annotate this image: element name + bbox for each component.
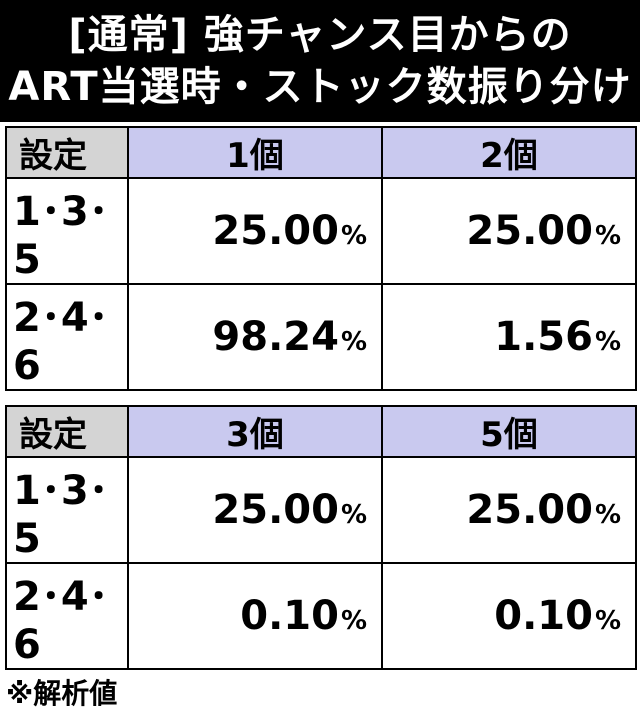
- title-line-1: [通常] 強チャンス目からの: [68, 12, 572, 58]
- footnote: ※解析値: [6, 677, 118, 710]
- header-setting: 設定: [5, 405, 129, 458]
- percent-sign: %: [594, 221, 621, 251]
- rate-cell: 25.00%: [127, 456, 383, 564]
- table-header-row: 設定 3個 5個: [5, 405, 637, 458]
- percent-sign: %: [340, 327, 367, 357]
- percent-sign: %: [594, 500, 621, 530]
- rate-value: 98.24: [212, 314, 339, 360]
- title-line-2: ART当選時・ストック数振り分け: [8, 64, 632, 110]
- rate-value: 0.10: [494, 593, 593, 639]
- percent-sign: %: [340, 606, 367, 636]
- stock-table-1: 設定 1個 2個 1･3･5 25.00% 25.00% 2･4･6 98.24…: [5, 126, 637, 391]
- page-title: [通常] 強チャンス目からの ART当選時・ストック数振り分け: [0, 0, 640, 122]
- rate-cell: 0.10%: [127, 562, 383, 670]
- percent-sign: %: [340, 500, 367, 530]
- rate-cell: 1.56%: [381, 283, 637, 391]
- rate-value: 1.56: [494, 314, 593, 360]
- setting-label: 2･4･6: [5, 562, 129, 670]
- rate-value: 25.00: [466, 208, 593, 254]
- percent-sign: %: [340, 221, 367, 251]
- table-row: 2･4･6 0.10% 0.10%: [5, 562, 637, 670]
- rate-cell: 0.10%: [381, 562, 637, 670]
- rate-value: 25.00: [466, 487, 593, 533]
- header-count: 1個: [127, 126, 383, 179]
- stock-table-2: 設定 3個 5個 1･3･5 25.00% 25.00% 2･4･6 0.10%…: [5, 405, 637, 670]
- header-count: 3個: [127, 405, 383, 458]
- table-row: 1･3･5 25.00% 25.00%: [5, 177, 637, 285]
- header-count: 5個: [381, 405, 637, 458]
- rate-value: 25.00: [212, 208, 339, 254]
- rate-cell: 25.00%: [381, 456, 637, 564]
- setting-label: 2･4･6: [5, 283, 129, 391]
- table-header-row: 設定 1個 2個: [5, 126, 637, 179]
- percent-sign: %: [594, 606, 621, 636]
- rate-cell: 98.24%: [127, 283, 383, 391]
- rate-value: 0.10: [240, 593, 339, 639]
- percent-sign: %: [594, 327, 621, 357]
- header-setting: 設定: [5, 126, 129, 179]
- rate-cell: 25.00%: [381, 177, 637, 285]
- setting-label: 1･3･5: [5, 177, 129, 285]
- rate-value: 25.00: [212, 487, 339, 533]
- table-row: 1･3･5 25.00% 25.00%: [5, 456, 637, 564]
- table-row: 2･4･6 98.24% 1.56%: [5, 283, 637, 391]
- setting-label: 1･3･5: [5, 456, 129, 564]
- rate-cell: 25.00%: [127, 177, 383, 285]
- header-count: 2個: [381, 126, 637, 179]
